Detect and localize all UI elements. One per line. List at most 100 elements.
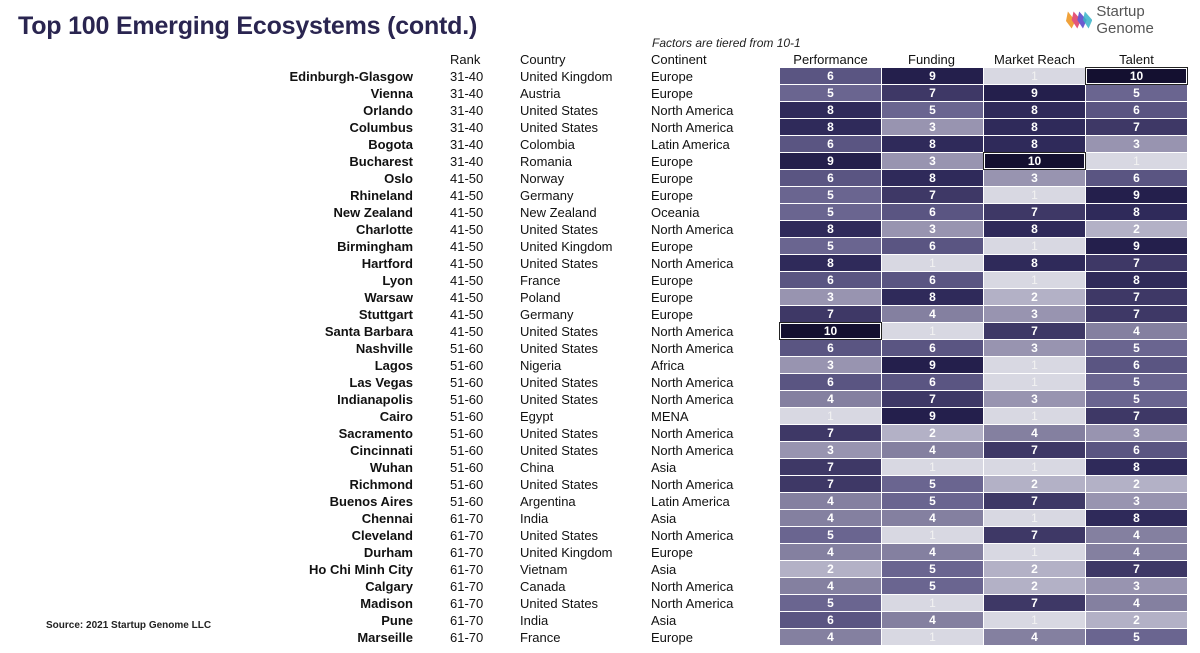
performance-score: 7 bbox=[780, 476, 881, 492]
table-row: Birmingham 41-50 United Kingdom Europe 5 6 1 9 bbox=[0, 238, 1200, 255]
ecosystem-name: Nashville bbox=[355, 341, 413, 356]
market-reach-score: 4 bbox=[984, 629, 1085, 645]
performance-score: 8 bbox=[780, 102, 881, 118]
table-row: Columbus 31-40 United States North America 8… bbox=[0, 119, 1200, 136]
continent-value: North America bbox=[651, 596, 734, 611]
talent-score: 5 bbox=[1086, 85, 1187, 101]
talent-score: 6 bbox=[1086, 357, 1187, 373]
market-reach-score: 10 bbox=[983, 152, 1086, 170]
country-value: Germany bbox=[520, 307, 574, 322]
startup-genome-logo-icon bbox=[1066, 11, 1093, 29]
continent-value: North America bbox=[651, 103, 734, 118]
country-value: United States bbox=[520, 222, 599, 237]
market-reach-score: 7 bbox=[984, 493, 1085, 509]
table-row: Madison 61-70 United States North America 5 1… bbox=[0, 595, 1200, 612]
table-row: Sacramento 51-60 United States North Americ… bbox=[0, 425, 1200, 442]
ecosystem-name: New Zealand bbox=[333, 205, 413, 220]
talent-score: 9 bbox=[1086, 238, 1187, 254]
rank-value: 31-40 bbox=[450, 137, 484, 152]
source-note: Source: 2021 Startup Genome LLC bbox=[46, 620, 212, 631]
talent-score: 7 bbox=[1086, 289, 1187, 305]
market-reach-score: 8 bbox=[984, 136, 1085, 152]
funding-score: 4 bbox=[882, 442, 983, 458]
funding-score: 3 bbox=[882, 221, 983, 237]
talent-score: 7 bbox=[1086, 561, 1187, 577]
ecosystem-name: Pune bbox=[381, 613, 413, 628]
funding-score: 5 bbox=[882, 561, 983, 577]
performance-score: 4 bbox=[780, 578, 881, 594]
market-reach-score: 8 bbox=[984, 119, 1085, 135]
talent-score: 6 bbox=[1086, 442, 1187, 458]
country-value: Vietnam bbox=[520, 562, 568, 577]
header-rank: Rank bbox=[450, 52, 481, 67]
talent-score: 8 bbox=[1086, 204, 1187, 220]
table-row: Charlotte 41-50 United States North America… bbox=[0, 221, 1200, 238]
funding-score: 6 bbox=[882, 340, 983, 356]
funding-score: 7 bbox=[882, 391, 983, 407]
continent-value: North America bbox=[651, 477, 734, 492]
market-reach-score: 1 bbox=[984, 544, 1085, 560]
funding-score: 6 bbox=[882, 238, 983, 254]
funding-score: 4 bbox=[882, 544, 983, 560]
performance-score: 5 bbox=[780, 238, 881, 254]
funding-score: 1 bbox=[882, 323, 983, 339]
talent-score: 5 bbox=[1086, 374, 1187, 390]
rank-value: 61-70 bbox=[450, 630, 484, 645]
market-reach-score: 3 bbox=[984, 306, 1085, 322]
continent-value: Europe bbox=[651, 545, 693, 560]
country-value: United States bbox=[520, 477, 599, 492]
funding-score: 3 bbox=[882, 153, 983, 169]
continent-value: Europe bbox=[651, 86, 693, 101]
funding-score: 9 bbox=[882, 68, 983, 84]
performance-score: 6 bbox=[780, 136, 881, 152]
rank-value: 61-70 bbox=[450, 562, 484, 577]
ecosystem-name: Hartford bbox=[361, 256, 413, 271]
ecosystem-name: Oslo bbox=[384, 171, 413, 186]
performance-score: 5 bbox=[780, 595, 881, 611]
ecosystem-name: Columbus bbox=[349, 120, 413, 135]
country-value: United States bbox=[520, 392, 599, 407]
country-value: United States bbox=[520, 596, 599, 611]
market-reach-score: 3 bbox=[984, 170, 1085, 186]
market-reach-score: 9 bbox=[984, 85, 1085, 101]
performance-score: 10 bbox=[779, 322, 882, 340]
ecosystem-name: Sacramento bbox=[338, 426, 413, 441]
country-value: Austria bbox=[520, 86, 561, 101]
market-reach-score: 2 bbox=[984, 561, 1085, 577]
table-row: Chennai 61-70 India Asia 4 4 1 8 bbox=[0, 510, 1200, 527]
ecosystem-name: Lagos bbox=[374, 358, 413, 373]
page-title: Top 100 Emerging Ecosystems (contd.) bbox=[18, 12, 478, 40]
market-reach-score: 3 bbox=[984, 391, 1085, 407]
rank-value: 41-50 bbox=[450, 222, 484, 237]
rank-value: 51-60 bbox=[450, 477, 484, 492]
performance-score: 3 bbox=[780, 442, 881, 458]
rank-value: 41-50 bbox=[450, 290, 484, 305]
country-value: Norway bbox=[520, 171, 565, 186]
funding-score: 4 bbox=[882, 612, 983, 628]
continent-value: Asia bbox=[651, 562, 677, 577]
continent-value: Latin America bbox=[651, 494, 730, 509]
performance-score: 5 bbox=[780, 187, 881, 203]
market-reach-score: 1 bbox=[984, 68, 1085, 84]
table-row: Indianapolis 51-60 United States North Amer… bbox=[0, 391, 1200, 408]
funding-score: 9 bbox=[882, 357, 983, 373]
market-reach-score: 8 bbox=[984, 221, 1085, 237]
performance-score: 7 bbox=[780, 459, 881, 475]
market-reach-score: 8 bbox=[984, 255, 1085, 271]
rank-value: 41-50 bbox=[450, 239, 484, 254]
market-reach-score: 7 bbox=[984, 204, 1085, 220]
ecosystem-name: Las Vegas bbox=[349, 375, 413, 390]
market-reach-score: 1 bbox=[984, 238, 1085, 254]
performance-score: 1 bbox=[780, 408, 881, 424]
continent-value: Europe bbox=[651, 239, 693, 254]
funding-score: 3 bbox=[882, 119, 983, 135]
continent-value: North America bbox=[651, 375, 734, 390]
talent-score: 6 bbox=[1086, 170, 1187, 186]
performance-score: 5 bbox=[780, 85, 881, 101]
rank-value: 31-40 bbox=[450, 154, 484, 169]
ecosystem-name: Birmingham bbox=[337, 239, 413, 254]
continent-value: North America bbox=[651, 120, 734, 135]
performance-score: 4 bbox=[780, 544, 881, 560]
ecosystem-name: Warsaw bbox=[364, 290, 413, 305]
talent-score: 1 bbox=[1086, 153, 1187, 169]
